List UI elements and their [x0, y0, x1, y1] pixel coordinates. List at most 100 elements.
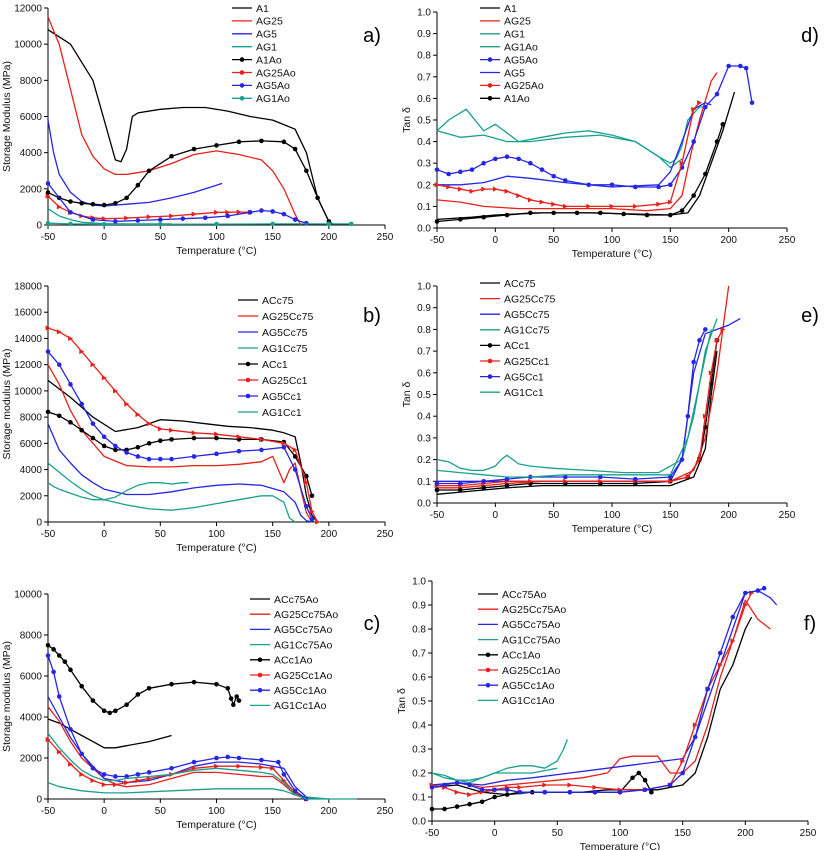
data-point	[68, 382, 73, 387]
data-point	[270, 765, 276, 771]
y-axis-label: Tan δ	[401, 107, 413, 133]
data-point	[551, 173, 556, 179]
data-point	[717, 650, 723, 656]
data-point	[562, 203, 568, 209]
y-tick-label: 0.4	[417, 137, 431, 148]
x-tick-label: 150	[264, 232, 281, 243]
data-point	[539, 199, 545, 205]
legend-label: ACc1Ao	[274, 655, 313, 667]
data-point	[124, 401, 130, 407]
data-point	[504, 212, 510, 218]
y-tick-label: 0.9	[417, 303, 431, 314]
legend-label: AG25Cc1	[504, 356, 550, 368]
legend-marker	[239, 96, 245, 101]
data-point	[738, 63, 743, 69]
data-point	[158, 221, 163, 227]
y-tick-label: 0.8	[417, 325, 431, 336]
x-tick-label: 100	[208, 232, 225, 243]
y-tick-label: 0	[36, 795, 42, 806]
data-point	[124, 780, 130, 786]
x-tick-label: 250	[779, 235, 796, 246]
legend-label: AG25Ao	[256, 67, 296, 79]
data-point	[101, 772, 107, 777]
x-axis-label: Temperature (°C)	[572, 523, 653, 535]
data-point	[551, 210, 556, 216]
data-point	[124, 215, 130, 221]
legend-marker	[239, 57, 245, 62]
x-tick-label: 200	[720, 235, 737, 246]
y-tick-label: 0.2	[412, 769, 426, 780]
data-point	[617, 789, 623, 795]
legend-label: AG25Cc1Ao	[502, 665, 561, 677]
data-point	[68, 199, 73, 204]
data-point	[214, 763, 220, 769]
data-point	[586, 203, 592, 209]
data-point	[598, 210, 603, 216]
x-tick-label: 0	[493, 510, 499, 521]
x-tick-label: 150	[264, 806, 281, 817]
data-point	[730, 614, 736, 620]
y-tick-label: 8000	[20, 413, 43, 424]
data-point	[101, 782, 107, 788]
legend-label: A1Ao	[504, 93, 530, 105]
y-axis-label: Storage modulus (MPa)	[1, 349, 13, 460]
data-point	[668, 182, 673, 188]
data-point	[668, 474, 673, 480]
y-tick-label: 0	[36, 221, 42, 232]
x-tick-label: -50	[430, 510, 445, 521]
x-axis-label: Temperature (°C)	[176, 245, 257, 257]
legend-marker	[487, 83, 493, 88]
y-tick-label: 0.8	[412, 625, 426, 636]
data-point	[79, 401, 84, 407]
data-point	[504, 792, 510, 797]
legend-label: AG5Ao	[256, 80, 290, 92]
data-point	[458, 487, 463, 493]
panel-label: a)	[363, 25, 381, 47]
data-point	[191, 430, 197, 436]
data-point	[621, 211, 626, 217]
data-point	[234, 694, 240, 699]
data-point	[434, 219, 440, 224]
data-point	[68, 335, 74, 342]
legend-label: AG1Cc1	[262, 407, 302, 419]
legend-marker	[239, 70, 245, 75]
legend-label: AG1Cc75	[262, 343, 308, 355]
x-tick-label: 100	[604, 510, 621, 521]
x-tick-label: 200	[320, 806, 337, 817]
series-line-AG25Cc1Ao	[431, 592, 753, 796]
data-point	[680, 758, 686, 764]
data-point	[446, 184, 452, 190]
data-point	[146, 214, 152, 220]
data-point	[454, 780, 460, 785]
panel-label: e)	[801, 305, 819, 327]
y-tick-label: 16000	[14, 308, 42, 319]
data-point	[743, 65, 749, 71]
y-tick-label: 4000	[20, 148, 43, 159]
data-point	[169, 153, 174, 159]
data-point	[563, 474, 568, 480]
data-point	[567, 789, 573, 795]
legend-label: AG1	[504, 29, 525, 41]
data-point	[236, 209, 242, 215]
data-point	[730, 638, 736, 644]
series-line-AG1Ao	[47, 222, 352, 225]
data-point	[609, 203, 615, 209]
data-point	[469, 188, 475, 194]
data-point	[51, 647, 56, 652]
legend-label: ACc1	[504, 340, 530, 352]
data-point	[714, 139, 720, 144]
data-point	[191, 765, 197, 771]
data-point	[101, 434, 107, 440]
data-point	[113, 219, 118, 224]
data-point	[135, 218, 141, 223]
series-line-ACc1	[437, 340, 718, 491]
chart-panel-f: -50 0 50 100 150 200 250 0.0 0.1 0.2 0.3 0.4 0.5 0.6 0…	[396, 577, 817, 850]
data-point	[90, 765, 96, 771]
y-tick-label: 4000	[20, 713, 43, 724]
data-point	[236, 755, 242, 761]
data-point	[679, 457, 685, 462]
x-tick-label: -50	[430, 235, 445, 246]
legend-label: AG5Cc1	[262, 391, 302, 403]
data-point	[236, 698, 242, 703]
y-tick-label: 0.0	[412, 817, 426, 828]
